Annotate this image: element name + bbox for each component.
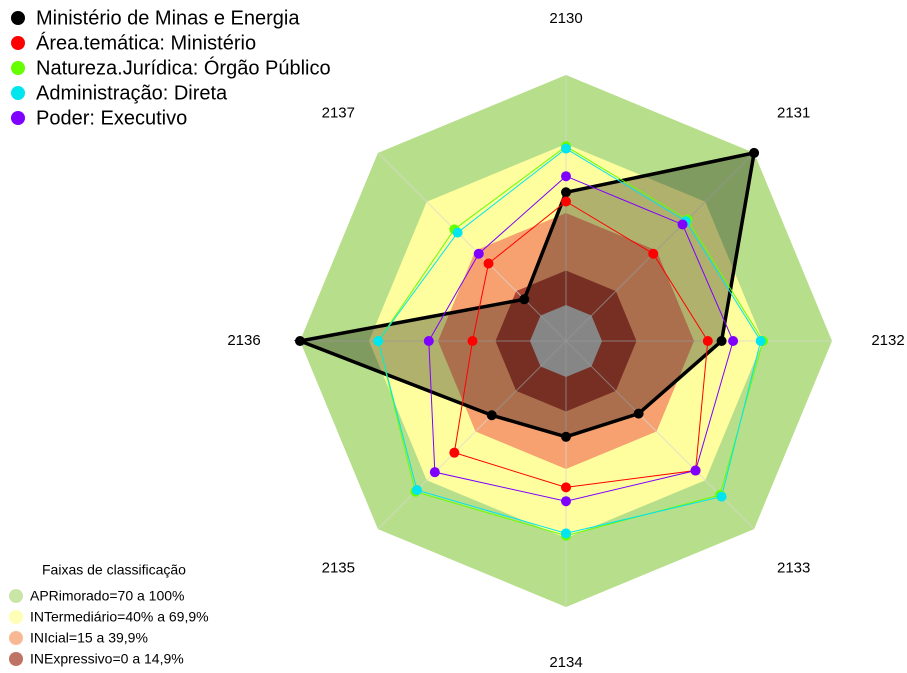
series-point [716,491,727,502]
series-point [467,336,478,346]
band-legend-label: APRimorado=70 a 100% [30,588,185,604]
series-point [749,147,760,158]
series-point [561,196,571,207]
legend-label: Ministério de Minas e Energia [36,7,300,29]
series-point [373,336,384,346]
band-legend-label: INIcial=15 a 39,9% [30,630,148,646]
legend-marker [11,111,25,125]
series-point [561,171,571,182]
series-point [561,528,571,539]
legend-label: Área.temática: Ministério [36,31,256,54]
series-point [728,336,739,346]
series-point [429,467,440,478]
series-point [702,336,713,346]
legend-marker [11,61,25,75]
axis-label: 2130 [549,10,582,27]
series-point [561,431,571,442]
band-legend-marker [9,610,23,624]
axis-label: 2136 [227,332,260,349]
band-legend-marker [9,631,23,645]
series-point [486,410,497,421]
band-legend-marker [9,589,23,603]
axis-label: 2133 [777,560,810,577]
legend-label: Poder: Executivo [36,107,187,129]
axis-label: 2137 [322,104,355,121]
band-legend-label: INExpressivo=0 a 14,9% [30,651,184,667]
series-point [449,447,460,458]
spoke [377,152,567,342]
series-point [423,336,434,346]
series-point [716,336,727,346]
spoke [565,152,755,342]
bands-title: Faixas de classificação [42,562,186,578]
series-point [519,294,530,305]
band-legend-marker [9,652,23,666]
legend-label: Natureza.Jurídica: Órgão Público [36,56,331,79]
series-point [690,465,701,476]
series-point [452,227,463,238]
series-point [561,143,571,154]
series-point [755,336,766,346]
series-point [633,408,644,419]
axis-label: 2135 [322,560,355,577]
series-point [473,248,484,259]
legend-marker [11,11,25,25]
band-legend-label: INTermediário=40% a 69,9% [30,609,209,625]
series-point [411,485,422,496]
series-point [561,482,571,493]
axis-label: 2131 [777,104,810,121]
axis-label: 2132 [871,332,904,349]
axis-label: 2134 [549,654,582,671]
series-point [561,187,571,198]
series-point [561,496,571,507]
series-point [648,248,659,259]
series-point [483,258,494,269]
legend-marker [11,36,25,50]
series-point [295,336,305,346]
legend-label: Administração: Direta [36,82,228,104]
series-point [677,219,688,230]
spoke [377,340,567,530]
legend-marker [11,86,25,100]
